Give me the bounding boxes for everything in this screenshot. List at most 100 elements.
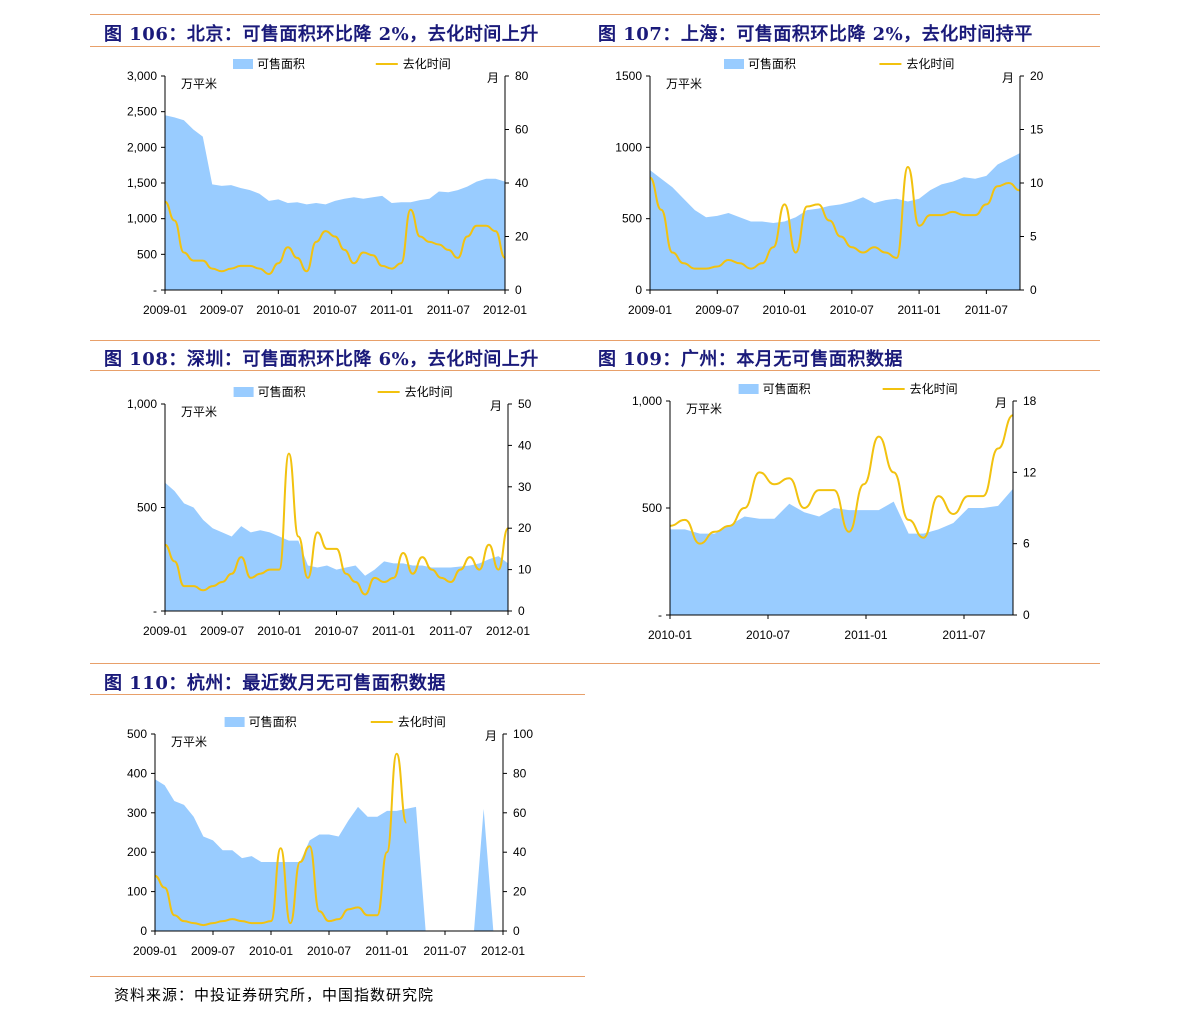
x-tick-label: 2011-07 bbox=[423, 944, 466, 958]
right-unit-label: 月 bbox=[995, 396, 1007, 410]
left-tick-label: 0 bbox=[635, 283, 642, 297]
x-tick-label: 2011-07 bbox=[427, 303, 470, 317]
right-tick-label: 5 bbox=[1030, 230, 1037, 244]
x-tick-label: 2009-07 bbox=[200, 303, 244, 317]
x-tick-label: 2011-07 bbox=[429, 624, 472, 638]
left-tick-label: - bbox=[153, 283, 157, 297]
left-tick-label: 1500 bbox=[615, 69, 642, 83]
x-tick-label: 2012-01 bbox=[486, 624, 530, 638]
x-tick-label: 2012-01 bbox=[481, 944, 525, 958]
right-tick-label: 60 bbox=[515, 123, 529, 137]
x-tick-label: 2010-07 bbox=[746, 628, 790, 642]
x-tick-label: 2010-01 bbox=[257, 624, 301, 638]
area-series-可售面积 bbox=[155, 779, 503, 931]
x-tick-label: 2011-01 bbox=[372, 624, 415, 638]
right-unit-label: 月 bbox=[1002, 71, 1014, 85]
right-tick-label: 15 bbox=[1030, 123, 1044, 137]
left-tick-label: - bbox=[658, 608, 662, 622]
right-tick-label: 20 bbox=[515, 230, 529, 244]
left-tick-label: 100 bbox=[127, 885, 147, 899]
legend-swatch-area bbox=[224, 717, 245, 727]
panel-title-hangzhou: 图 110：杭州：最近数月无可售面积数据 bbox=[104, 673, 446, 694]
top-rule-2 bbox=[90, 340, 1100, 341]
legend-label-area: 可售面积 bbox=[258, 384, 306, 399]
x-tick-label: 2010-01 bbox=[256, 303, 300, 317]
legend-swatch-area bbox=[233, 59, 253, 69]
right-tick-label: 0 bbox=[1030, 283, 1037, 297]
panel-title-shanghai: 图 107：上海：可售面积环比降 2%，去化时间持平 bbox=[598, 24, 1033, 45]
line-series-去化时间 bbox=[154, 752, 408, 927]
right-tick-label: 18 bbox=[1023, 394, 1037, 408]
left-unit-label: 万平米 bbox=[171, 735, 207, 749]
right-tick-label: 20 bbox=[1030, 69, 1044, 83]
left-tick-label: - bbox=[153, 604, 157, 618]
legend-label-area: 可售面积 bbox=[748, 56, 796, 71]
right-unit-label: 月 bbox=[485, 729, 497, 743]
legend-label-line: 去化时间 bbox=[405, 385, 453, 399]
left-tick-label: 1000 bbox=[615, 140, 642, 154]
left-tick-label: 2,000 bbox=[127, 140, 157, 154]
right-tick-label: 10 bbox=[1030, 176, 1044, 190]
legend-label-area: 可售面积 bbox=[257, 56, 305, 71]
legend-label-line: 去化时间 bbox=[398, 715, 446, 729]
x-tick-label: 2009-01 bbox=[143, 303, 187, 317]
x-tick-label: 2011-01 bbox=[370, 303, 413, 317]
x-tick-label: 2009-01 bbox=[143, 624, 187, 638]
x-tick-label: 2010-07 bbox=[830, 303, 874, 317]
left-tick-label: 200 bbox=[127, 845, 147, 859]
x-tick-label: 2009-07 bbox=[191, 944, 235, 958]
right-tick-label: 100 bbox=[513, 727, 533, 741]
area-series-可售面积 bbox=[650, 153, 1020, 290]
legend-label-area: 可售面积 bbox=[763, 381, 811, 396]
title-rule-2 bbox=[90, 370, 1100, 371]
left-tick-label: 400 bbox=[127, 766, 147, 780]
left-unit-label: 万平米 bbox=[686, 402, 722, 416]
left-tick-label: 500 bbox=[127, 727, 147, 741]
left-tick-label: 1,000 bbox=[127, 212, 157, 226]
legend-label-line: 去化时间 bbox=[906, 57, 954, 71]
left-unit-label: 万平米 bbox=[181, 405, 217, 419]
top-rule-1 bbox=[90, 14, 1100, 15]
x-tick-label: 2009-07 bbox=[695, 303, 739, 317]
right-tick-label: 30 bbox=[518, 480, 532, 494]
left-tick-label: 1,500 bbox=[127, 176, 157, 190]
line-series-去化时间 bbox=[164, 200, 506, 275]
right-tick-label: 6 bbox=[1023, 537, 1030, 551]
left-tick-label: 1,000 bbox=[127, 397, 157, 411]
x-tick-label: 2011-07 bbox=[965, 303, 1008, 317]
x-tick-label: 2011-07 bbox=[942, 628, 985, 642]
right-unit-label: 月 bbox=[490, 399, 502, 413]
legend-label-line: 去化时间 bbox=[910, 382, 958, 396]
right-tick-label: 50 bbox=[518, 397, 532, 411]
area-series-可售面积 bbox=[165, 115, 505, 290]
left-tick-label: 500 bbox=[137, 501, 157, 515]
right-tick-label: 20 bbox=[518, 521, 532, 535]
legend-label-line: 去化时间 bbox=[403, 57, 451, 71]
left-tick-label: 500 bbox=[137, 247, 157, 261]
x-tick-label: 2010-01 bbox=[648, 628, 692, 642]
left-unit-label: 万平米 bbox=[666, 77, 702, 91]
left-tick-label: 2,500 bbox=[127, 105, 157, 119]
legend-swatch-area bbox=[233, 387, 254, 397]
source-note: 资料来源：中投证券研究所，中国指数研究院 bbox=[114, 986, 435, 1004]
line-series-去化时间 bbox=[164, 452, 509, 596]
right-tick-label: 40 bbox=[513, 845, 527, 859]
right-tick-label: 40 bbox=[518, 438, 532, 452]
legend-swatch-area bbox=[738, 384, 759, 394]
left-unit-label: 万平米 bbox=[181, 77, 217, 91]
legend-label-area: 可售面积 bbox=[249, 714, 297, 729]
x-tick-label: 2009-01 bbox=[133, 944, 177, 958]
right-tick-label: 20 bbox=[513, 885, 527, 899]
x-tick-label: 2010-01 bbox=[249, 944, 293, 958]
x-tick-label: 2011-01 bbox=[365, 944, 408, 958]
right-tick-label: 0 bbox=[515, 283, 522, 297]
right-tick-label: 0 bbox=[518, 604, 525, 618]
left-tick-label: 300 bbox=[127, 806, 147, 820]
x-tick-label: 2010-01 bbox=[763, 303, 807, 317]
panel-title-guangzhou: 图 109：广州：本月无可售面积数据 bbox=[598, 349, 903, 370]
legend-swatch-area bbox=[724, 59, 744, 69]
right-tick-label: 80 bbox=[513, 766, 527, 780]
